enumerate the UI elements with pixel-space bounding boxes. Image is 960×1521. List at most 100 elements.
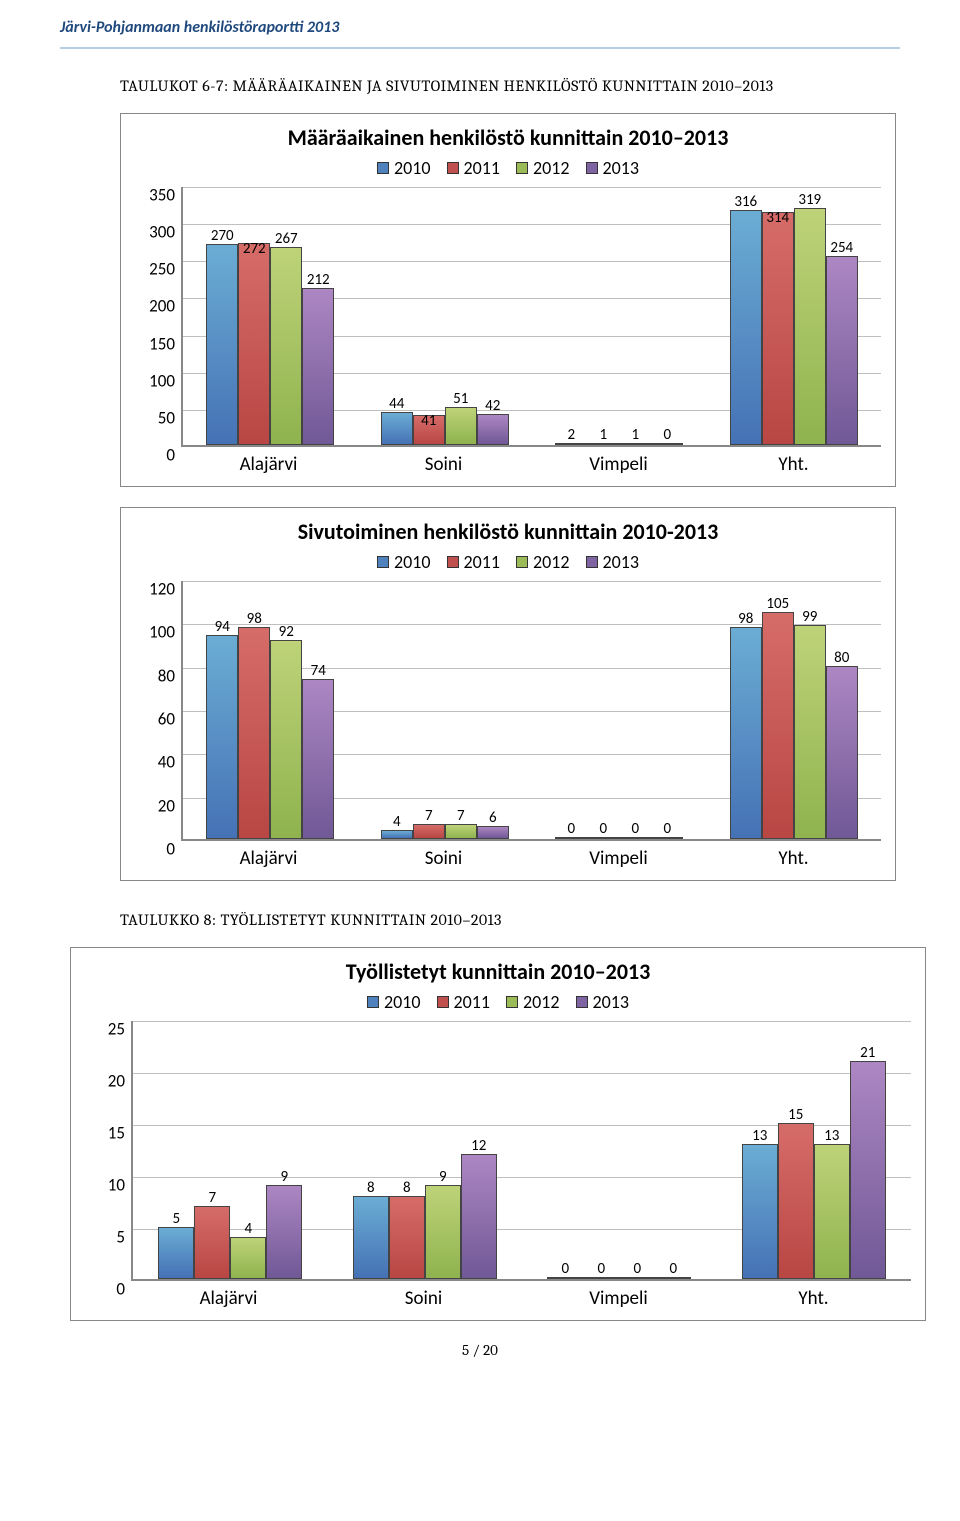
y-tick-label: 50 — [158, 407, 183, 428]
legend: 2010201120122013 — [85, 991, 911, 1013]
y-tick-label: 100 — [149, 622, 183, 643]
bar-group: 0000 — [532, 612, 707, 840]
bar-group: 0000 — [522, 1061, 717, 1279]
bar-value-label: 5 — [172, 1210, 180, 1228]
chart-sivutoiminen: Sivutoiminen henkilöstö kunnittain 2010-… — [120, 507, 896, 881]
y-tick-label: 0 — [166, 445, 183, 466]
legend-swatch — [377, 556, 389, 568]
legend-label: 2011 — [464, 157, 501, 179]
legend-swatch — [576, 996, 588, 1008]
bar-value-label: 254 — [830, 239, 853, 257]
bar: 7 — [445, 824, 477, 839]
plot-area: 0510152025574988912000013151321 — [131, 1021, 911, 1281]
plot-area: 0204060801001209498927447760000981059980 — [181, 581, 881, 841]
bar-value-label: 8 — [403, 1179, 411, 1197]
y-tick-label: 80 — [158, 665, 183, 686]
bar: 1 — [619, 443, 651, 445]
bar-value-label: 267 — [275, 230, 298, 248]
bar-value-label: 51 — [453, 390, 468, 408]
legend-label: 2010 — [394, 157, 431, 179]
bar-group: 88912 — [328, 1061, 523, 1279]
bar-value-label: 0 — [567, 820, 575, 838]
y-tick-label: 5 — [116, 1227, 133, 1248]
chart-title: Sivutoiminen henkilöstö kunnittain 2010-… — [135, 518, 881, 545]
bars-row: 574988912000013151321 — [133, 1061, 911, 1279]
bar: 1 — [587, 443, 619, 445]
y-tick-label: 15 — [108, 1123, 133, 1144]
legend-item: 2012 — [516, 157, 570, 179]
x-tick-label: Yht. — [706, 447, 881, 476]
legend-item: 2010 — [367, 991, 421, 1013]
bar-group: 13151321 — [717, 1061, 912, 1279]
header-divider — [60, 47, 900, 49]
bar-value-label: 0 — [663, 426, 671, 444]
chart-tyollistetyt: Työllistetyt kunnittain 2010–2013 2010 201… — [70, 947, 926, 1321]
bar-value-label: 8 — [367, 1179, 375, 1197]
bar-value-label: 42 — [485, 397, 500, 415]
legend-swatch — [437, 996, 449, 1008]
legend-label: 2012 — [533, 551, 570, 573]
y-tick-label: 300 — [149, 222, 183, 243]
legend-swatch — [377, 162, 389, 174]
bar-group: 981059980 — [707, 612, 882, 840]
bar: 6 — [477, 826, 509, 839]
page-header: Järvi-Pohjanmaan henkilöstöraportti 2013 — [0, 0, 960, 43]
y-tick-label: 10 — [108, 1175, 133, 1196]
chart-title: Määräaikainen henkilöstö kunnittain 2010… — [135, 124, 881, 151]
bar-value-label: 98 — [738, 610, 753, 628]
bar-value-label: 2 — [567, 426, 575, 444]
bar: 0 — [651, 837, 683, 839]
x-tick-label: Vimpeli — [531, 841, 706, 870]
x-tick-label: Yht. — [706, 841, 881, 870]
bar: 4 — [381, 830, 413, 839]
bar-value-label: 44 — [389, 395, 404, 413]
bar-value-label: 105 — [766, 595, 789, 613]
bar: 254 — [826, 256, 858, 445]
bar: 99 — [794, 625, 826, 840]
y-tick-label: 0 — [116, 1279, 133, 1300]
legend-item: 2010 — [377, 551, 431, 573]
bar: 9 — [266, 1185, 302, 1279]
bar-value-label: 92 — [279, 623, 294, 641]
bar: 41 — [413, 415, 445, 445]
bar: 267 — [270, 247, 302, 445]
y-tick-label: 20 — [158, 795, 183, 816]
section-title-6-7: TAULUKOT 6-7: MÄÄRÄAIKAINEN JA SIVUTOIMI… — [120, 77, 960, 95]
bar-value-label: 13 — [824, 1127, 839, 1145]
bar-value-label: 7 — [425, 807, 433, 825]
bar: 92 — [270, 640, 302, 839]
bar: 12 — [461, 1154, 497, 1279]
chart-title: Työllistetyt kunnittain 2010–2013 — [85, 958, 911, 985]
bar-group: 316314319254 — [707, 208, 882, 445]
x-tick-label: Alajärvi — [181, 841, 356, 870]
legend: 2010201120122013 — [135, 551, 881, 573]
x-tick-label: Soini — [356, 447, 531, 476]
legend-label: 2013 — [593, 991, 630, 1013]
bar: 13 — [742, 1144, 778, 1279]
bar: 0 — [651, 443, 683, 445]
x-axis-labels: AlajärviSoiniVimpeliYht. — [181, 841, 881, 870]
bar: 316 — [730, 210, 762, 445]
bar-value-label: 99 — [802, 608, 817, 626]
bar-value-label: 21 — [860, 1044, 875, 1062]
bar: 5 — [158, 1227, 194, 1279]
bar: 0 — [555, 837, 587, 839]
chart-maaraaikainen: Määräaikainen henkilöstö kunnittain 2010… — [120, 113, 896, 487]
bars-row: 9498927447760000981059980 — [183, 612, 881, 840]
legend-label: 2012 — [523, 991, 560, 1013]
bar: 0 — [547, 1277, 583, 1279]
legend-item: 2012 — [506, 991, 560, 1013]
bar: 9 — [425, 1185, 461, 1279]
y-tick-label: 200 — [149, 296, 183, 317]
bar-group: 5749 — [133, 1061, 328, 1279]
bar-value-label: 7 — [457, 807, 465, 825]
section-title-8: TAULUKKO 8: TYÖLLISTETYT KUNNITTAIN 2010… — [120, 911, 960, 929]
grid-line — [183, 187, 881, 188]
bar-group: 44 41 51 42 — [358, 208, 533, 445]
legend-swatch — [367, 996, 379, 1008]
bar-value-label: 9 — [280, 1168, 288, 1186]
bar: 314 — [762, 212, 794, 445]
legend-item: 2013 — [586, 551, 640, 573]
bar-value-label: 74 — [311, 662, 326, 680]
x-tick-label: Yht. — [716, 1281, 911, 1310]
